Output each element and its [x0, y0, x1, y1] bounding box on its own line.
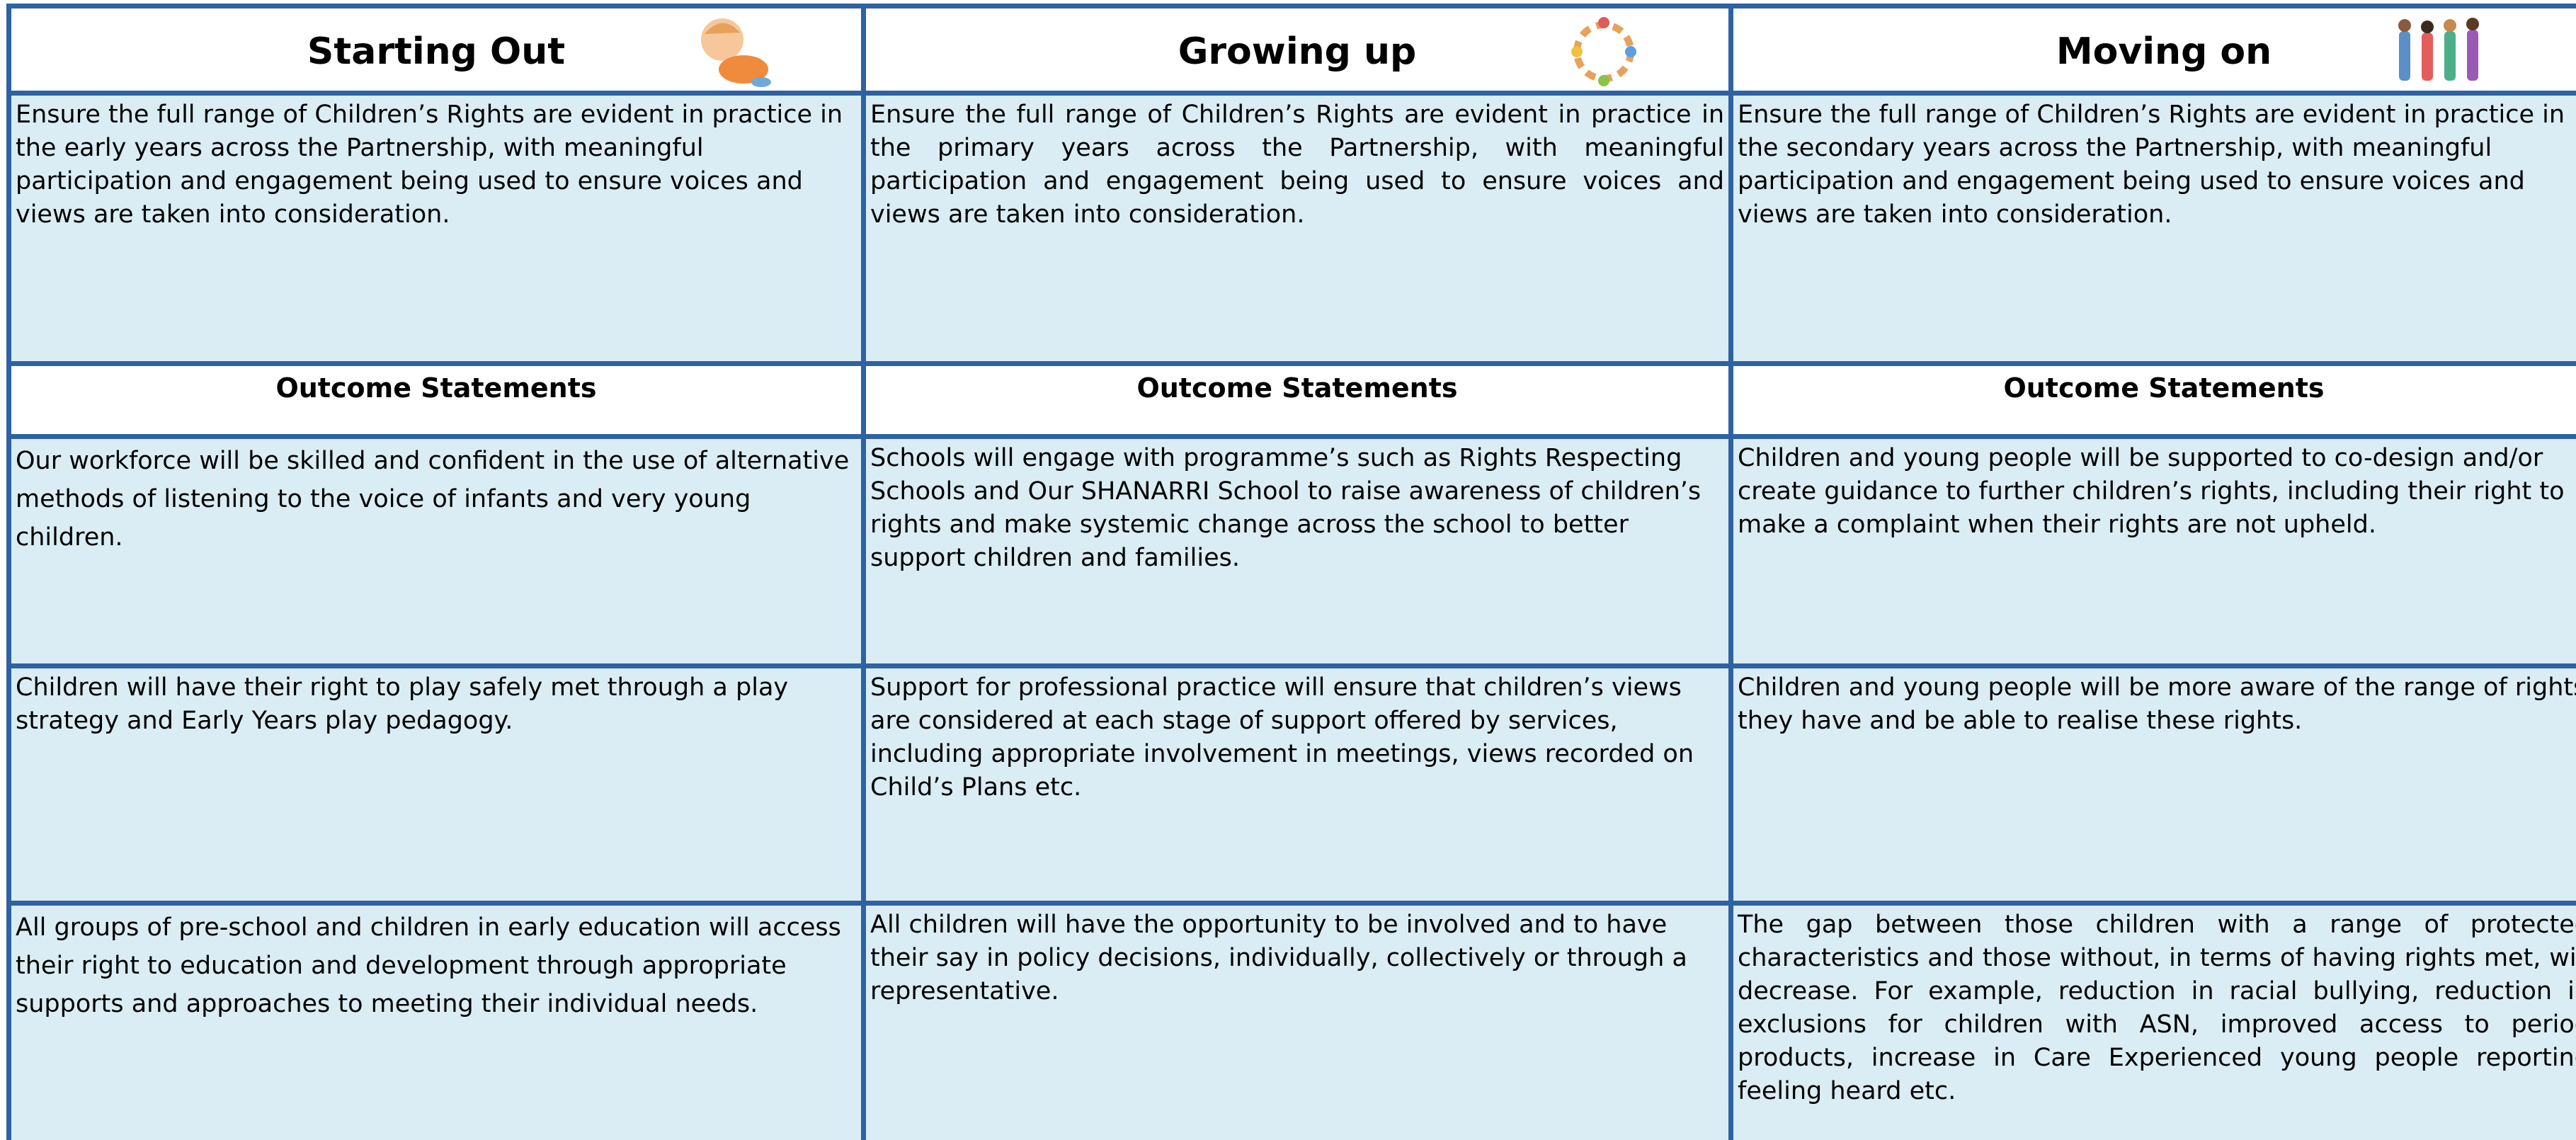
outcome-text: Our workforce will be skilled and confid…	[16, 447, 850, 552]
outcomes-heading: Outcome Statements	[6, 361, 866, 439]
outcome-text: Children and young people will be suppor…	[1738, 444, 2565, 539]
outcome-cell: Children and young people will be more a…	[1728, 663, 2576, 906]
heading-text: Outcome Statements	[275, 372, 597, 404]
intro-text: Ensure the full range of Children’s Righ…	[16, 101, 843, 229]
intro-cell: Ensure the full range of Children’s Righ…	[6, 91, 866, 366]
intro-text: Ensure the full range of Children’s Righ…	[1738, 101, 2565, 229]
baby-icon	[701, 18, 771, 87]
title-text: Growing up	[1178, 30, 1417, 73]
outcome-cell: All children will have the opportunity t…	[861, 901, 1733, 1140]
outcome-cell: Schools will engage with programme’s suc…	[861, 434, 1733, 668]
outcome-text: The gap between those children with a ra…	[1738, 911, 2576, 1105]
children-circle-icon	[1571, 17, 1636, 86]
outcome-text: Schools will engage with programme’s suc…	[870, 444, 1702, 572]
heading-text: Outcome Statements	[1136, 372, 1458, 404]
outcome-text: All children will have the opportunity t…	[870, 911, 1687, 1005]
title-text: Starting Out	[307, 30, 566, 73]
intro-cell: Ensure the full range of Children’s Righ…	[861, 91, 1733, 366]
outcome-cell: All groups of pre-school and children in…	[6, 901, 866, 1140]
outcome-cell: Children will have their right to play s…	[6, 663, 866, 906]
outcomes-heading: Outcome Statements	[1728, 361, 2576, 439]
outcome-text: Children and young people will be more a…	[1738, 673, 2576, 735]
outcome-text: All groups of pre-school and children in…	[16, 913, 841, 1018]
outcome-text: Support for professional practice will e…	[870, 673, 1694, 802]
outcome-cell: Our workforce will be skilled and confid…	[6, 434, 866, 668]
intro-text: Ensure the full range of Children’s Righ…	[870, 101, 1724, 229]
intro-cell: Ensure the full range of Children’s Righ…	[1728, 91, 2576, 366]
outcome-cell: Support for professional practice will e…	[861, 663, 1733, 906]
heading-text: Outcome Statements	[2003, 372, 2325, 404]
title-text: Moving on	[2056, 30, 2272, 73]
outcome-cell: Children and young people will be suppor…	[1728, 434, 2576, 668]
outcome-cell: The gap between those children with a ra…	[1728, 901, 2576, 1140]
teens-icon	[2398, 18, 2479, 81]
outcomes-heading: Outcome Statements	[861, 361, 1733, 439]
outcome-text: Children will have their right to play s…	[16, 673, 789, 735]
